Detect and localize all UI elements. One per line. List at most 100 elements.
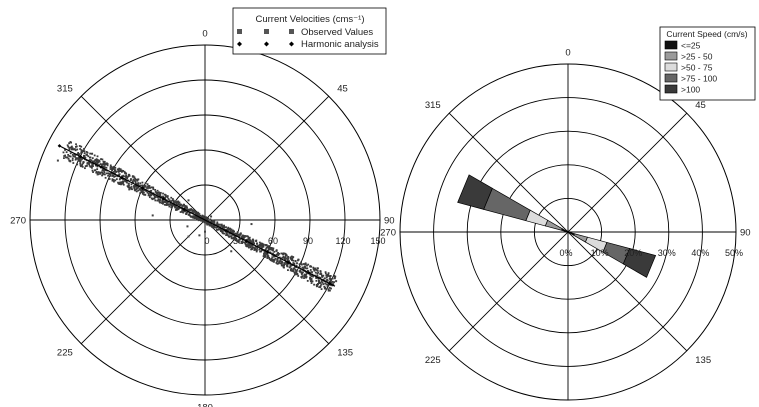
observed-dense-point	[71, 159, 74, 162]
observed-dense-point	[140, 190, 143, 193]
observed-dense-point	[109, 168, 112, 170]
harmonic-axis-line	[59, 145, 336, 287]
observed-dense-point	[332, 283, 335, 285]
observed-dense-point	[155, 192, 158, 194]
observed-dense-point	[273, 255, 275, 258]
observed-dense-point	[310, 279, 313, 282]
observed-dense-point	[79, 164, 82, 167]
observed-dense-point	[278, 252, 281, 255]
left-tick-90: 90	[303, 236, 313, 246]
speed-legend-label-4: >100	[681, 85, 700, 95]
observed-dense-point	[236, 240, 239, 243]
observed-dense-point	[83, 150, 86, 153]
observed-dense-point	[122, 178, 125, 181]
observed-dense-point	[292, 270, 295, 273]
observed-dense-point	[303, 277, 305, 280]
observed-dense-point	[234, 237, 237, 240]
observed-dense-point	[99, 163, 102, 165]
observed-dense-point	[264, 254, 267, 257]
observed-dense-point	[74, 149, 77, 152]
observed-dense-point	[95, 159, 97, 162]
observed-dense-point	[206, 217, 209, 220]
observed-dense-point	[194, 217, 197, 220]
observed-dense-point	[271, 247, 274, 250]
speed-legend-swatch-3	[664, 73, 678, 83]
observed-dense-point	[133, 185, 135, 187]
observed-dense-point	[127, 186, 130, 189]
observed-dense-point	[196, 211, 199, 214]
observed-dense-point	[306, 264, 308, 267]
observed-dense-point	[156, 193, 159, 195]
observed-dense-point	[130, 187, 133, 190]
observed-dense-point	[333, 275, 336, 278]
observed-dense-point	[295, 266, 298, 269]
observed-dense-point	[96, 168, 99, 171]
observed-dense-point	[253, 242, 256, 245]
observed-dense-point	[283, 263, 286, 266]
observed-dense-point	[302, 271, 304, 274]
direction-label-225: 225	[57, 348, 73, 359]
observed-dense-point	[77, 159, 80, 161]
observed-dense-point	[111, 169, 113, 172]
observed-dense-point	[91, 152, 93, 155]
observed-dense-point	[178, 207, 181, 209]
observed-dense-point	[314, 271, 317, 274]
observed-dense-point	[170, 200, 172, 203]
observed-dense-point	[272, 260, 275, 263]
observed-dense-point	[113, 175, 116, 178]
observed-dense-point	[325, 276, 328, 279]
observed-dense-point	[222, 232, 224, 235]
observed-dense-point	[171, 203, 174, 206]
observed-dense-point	[156, 189, 159, 192]
observed-dense-point	[252, 242, 254, 244]
observed-dense-point	[328, 275, 331, 278]
observed-dense-point	[292, 269, 294, 271]
right-direction-labels: 04590135180225270315	[380, 48, 751, 366]
observed-dense-point	[296, 272, 298, 275]
observed-dense-point	[137, 189, 140, 192]
observed-dense-point	[321, 281, 324, 284]
observed-dense-point	[303, 265, 306, 268]
direction-label-90: 90	[740, 228, 751, 239]
observed-dense-point	[157, 198, 160, 201]
observed-dense-point	[164, 199, 167, 202]
observed-point-17	[271, 256, 274, 259]
observed-dense-point	[325, 279, 328, 282]
observed-dense-point	[74, 155, 76, 158]
observed-point-4	[128, 188, 131, 191]
observed-dense-point	[247, 244, 250, 247]
observed-point-10	[198, 213, 201, 216]
observed-dense-point	[194, 210, 196, 213]
observed-dense-point	[171, 198, 174, 200]
observed-dense-point	[146, 183, 149, 186]
observed-dense-point	[185, 206, 187, 209]
observed-dense-point	[241, 236, 244, 238]
observed-dense-point	[141, 181, 144, 184]
observed-dense-point	[327, 289, 330, 292]
observed-dense-point	[109, 174, 112, 177]
observed-dense-point	[92, 165, 94, 167]
observed-dense-point	[211, 219, 214, 222]
observed-dense-point	[330, 281, 333, 284]
observed-dense-point	[191, 209, 194, 211]
observed-dense-point	[103, 160, 106, 163]
observed-dense-point	[306, 269, 309, 272]
observed-point-23	[204, 230, 206, 233]
observed-dense-point	[326, 275, 329, 277]
observed-dense-point	[91, 157, 94, 160]
observed-dense-point	[322, 274, 325, 277]
observed-point-19	[294, 273, 297, 276]
observed-dense-point	[285, 254, 288, 257]
observed-dense-point	[105, 172, 108, 175]
observed-dense-point	[316, 272, 319, 275]
observed-dense-point	[103, 173, 106, 176]
observed-dense-point	[103, 164, 106, 166]
observed-dense-point	[246, 238, 249, 241]
observed-dense-point	[193, 216, 195, 219]
observed-dense-point	[281, 261, 284, 264]
observed-dense-point	[96, 160, 99, 163]
observed-dense-point	[303, 273, 306, 276]
observed-dense-point	[312, 266, 315, 269]
observed-dense-point	[98, 160, 101, 163]
observed-dense-point	[164, 196, 166, 199]
